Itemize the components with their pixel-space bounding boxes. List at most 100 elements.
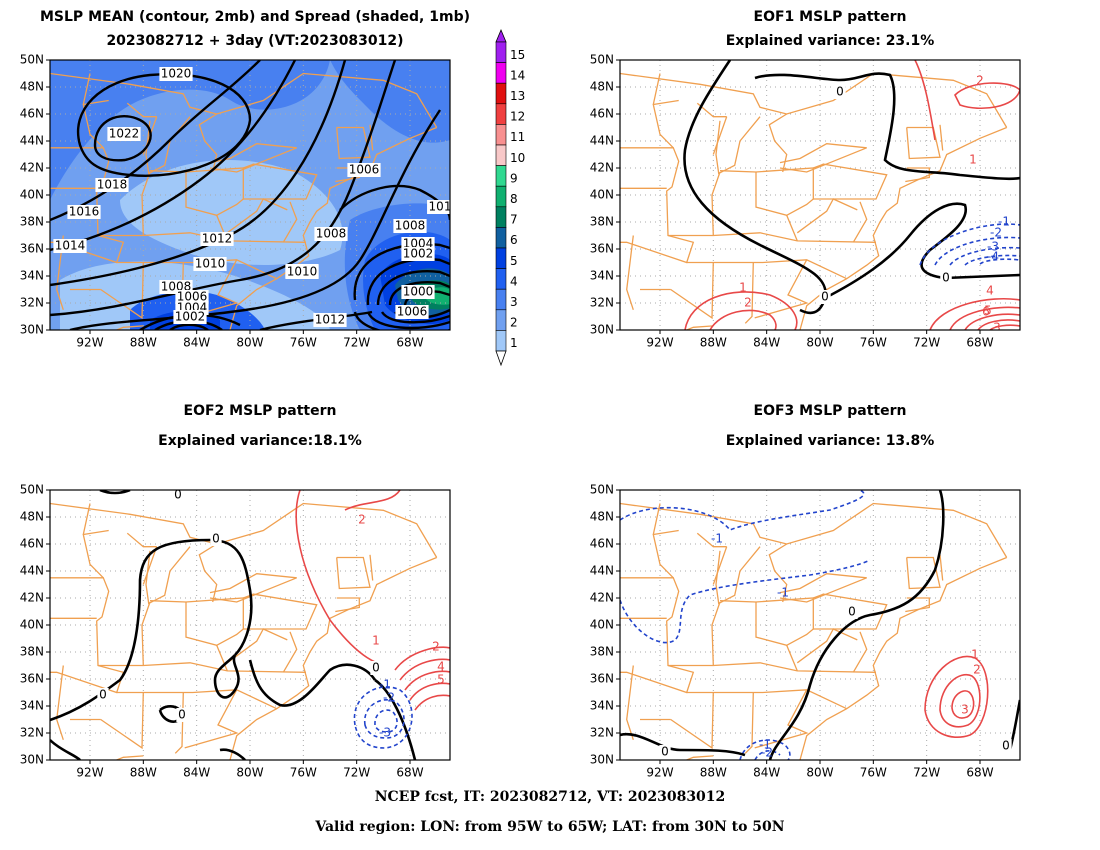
boundary-line (652, 529, 679, 579)
boundary-line (768, 543, 788, 603)
isobar-label: 1008 (395, 219, 426, 233)
boundary-line (56, 665, 64, 741)
spread-shade-region (330, 60, 450, 143)
lat-tick-label: 34N (20, 699, 44, 713)
contour-line (964, 254, 1020, 266)
eof-contour-label: -2 (383, 691, 395, 705)
lat-tick-label: 48N (20, 80, 44, 94)
boundary-line (744, 692, 754, 754)
boundary-line (786, 215, 798, 242)
colorbar-label: 12 (510, 110, 525, 124)
lon-tick-label: 84W (753, 766, 780, 780)
lat-tick-label: 44N (20, 134, 44, 148)
boundary-line (755, 602, 814, 646)
boundary-line (796, 628, 858, 664)
lat-tick-label: 34N (590, 699, 614, 713)
eof1-title: EOF1 MSLP pattern (753, 9, 907, 25)
lon-tick-label: 72W (343, 336, 370, 350)
boundary-line (906, 556, 941, 590)
eof-contour-label: 3 (961, 703, 969, 717)
lat-tick-label: 50N (590, 53, 614, 67)
lat-tick-label: 30N (20, 753, 44, 767)
eof-contour-label: -4 (987, 250, 999, 264)
lon-tick-label: 92W (646, 766, 673, 780)
eof3-subtitle: Explained variance: 13.8% (725, 433, 935, 449)
contour-label-box (210, 532, 222, 546)
contour-label-box (176, 708, 188, 722)
isobar-label: 1006 (397, 305, 428, 319)
contour-line (295, 490, 376, 663)
colorbar-label: 1 (510, 336, 518, 350)
isobar-label: 1022 (109, 127, 140, 141)
colorbar-label: 14 (510, 68, 525, 82)
lon-tick-label: 88W (700, 336, 727, 350)
isobar-label: 101 (429, 200, 452, 214)
boundary-line (852, 201, 868, 243)
lat-tick-label: 36N (20, 672, 44, 686)
colorbar-label: 15 (510, 48, 525, 62)
lat-tick-label: 30N (590, 753, 614, 767)
eof2-title: EOF2 MSLP pattern (183, 403, 337, 419)
lon-tick-label: 80W (236, 336, 263, 350)
lon-tick-label: 76W (290, 766, 317, 780)
lon-tick-label: 80W (806, 336, 833, 350)
contour-label-box (159, 67, 193, 81)
boundary-line (209, 143, 297, 173)
contour-label-box (819, 290, 831, 304)
contour-line (754, 750, 781, 760)
eof-contour-label: 0 (661, 745, 669, 759)
boundary-line (141, 171, 151, 236)
mean-panel-title: MSLP MEAN (contour, 2mb) and Spread (sha… (40, 9, 470, 25)
colorbar-swatch (495, 82, 507, 105)
isobar-label: 1018 (97, 178, 128, 192)
eof-contour-label: 5 (437, 673, 445, 687)
boundary-line (184, 689, 239, 749)
lon-tick-label: 92W (76, 766, 103, 780)
boundary-line (620, 147, 695, 264)
lat-tick-label: 46N (590, 537, 614, 551)
eof-contour-label: 5 (984, 304, 992, 318)
eof3-title: EOF3 MSLP pattern (753, 403, 907, 419)
eof-contour-label: 2 (973, 663, 981, 677)
footer-forecast-info: NCEP fcst, IT: 2023082712, VT: 202308301… (374, 789, 726, 805)
isobar-label: 1002 (175, 310, 206, 324)
boundary-line (185, 602, 244, 646)
colorbar-swatch (495, 268, 507, 290)
eof1-map: 000021-1-2-3-421456350N48N46N44N42N40N38… (590, 53, 1021, 350)
colorbar-label: 9 (510, 171, 518, 185)
lat-tick-label: 38N (20, 645, 44, 659)
contour-line (684, 291, 798, 330)
contour-line (924, 655, 989, 739)
lon-tick-label: 88W (700, 766, 727, 780)
isobar-label: 1002 (403, 247, 434, 261)
lon-tick-label: 68W (396, 766, 423, 780)
lat-tick-label: 32N (590, 296, 614, 310)
isobar-label: 1014 (55, 239, 86, 253)
isobar-label: 1016 (69, 205, 100, 219)
boundary-line (174, 692, 184, 754)
contour-line (929, 297, 1020, 330)
eof-contour-label: 0 (821, 290, 829, 304)
lon-tick-label: 84W (753, 336, 780, 350)
boundary-line (626, 665, 634, 741)
boundary-line (813, 163, 825, 169)
isobar-label: 1008 (316, 227, 347, 241)
boundary-line (715, 116, 761, 175)
boundary-line (50, 72, 438, 128)
lon-tick-label: 72W (913, 766, 940, 780)
isobar (388, 281, 450, 306)
boundary-line (779, 573, 867, 603)
boundary-line (684, 325, 714, 330)
boundary-line (711, 601, 721, 666)
lat-tick-label: 40N (20, 618, 44, 632)
boundary-line (755, 172, 814, 216)
boundary-line (799, 556, 1007, 760)
isobar (366, 311, 450, 330)
boundary-line (712, 116, 728, 155)
boundary-line (243, 163, 255, 169)
contour-line (414, 694, 450, 711)
eof-contour-label: 3 (993, 321, 1001, 335)
boundary-line (100, 262, 144, 320)
lat-tick-label: 44N (20, 564, 44, 578)
boundary-line (336, 126, 371, 160)
